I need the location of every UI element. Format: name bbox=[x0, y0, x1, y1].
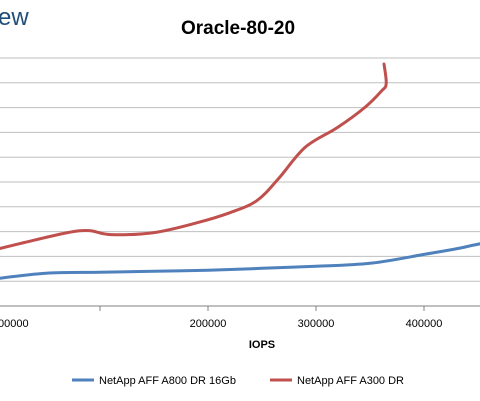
series-line-2 bbox=[0, 62, 388, 250]
x-axis-label: IOPS bbox=[249, 339, 275, 351]
x-tick-label: 00000 bbox=[0, 318, 29, 330]
legend-item-2: NetApp AFF A300 DR bbox=[270, 375, 404, 387]
chart-title: Oracle-80-20 bbox=[181, 18, 295, 39]
legend: NetApp AFF A800 DR 16Gb NetApp AFF A300 D… bbox=[72, 375, 404, 387]
x-axis: 00000200000300000400000500000 bbox=[0, 305, 480, 330]
x-tick-label: 300000 bbox=[298, 318, 335, 330]
legend-label: NetApp AFF A800 DR 16Gb bbox=[99, 375, 236, 387]
brand-logo-text: ew bbox=[0, 4, 29, 31]
x-tick-label: 400000 bbox=[406, 318, 443, 330]
gridlines bbox=[0, 57, 480, 282]
legend-item-1: NetApp AFF A800 DR 16Gb bbox=[72, 375, 236, 387]
x-tick-label: 200000 bbox=[190, 318, 227, 330]
legend-label: NetApp AFF A300 DR bbox=[297, 375, 404, 387]
plot-area bbox=[0, 62, 480, 280]
series-line-1 bbox=[0, 242, 480, 280]
